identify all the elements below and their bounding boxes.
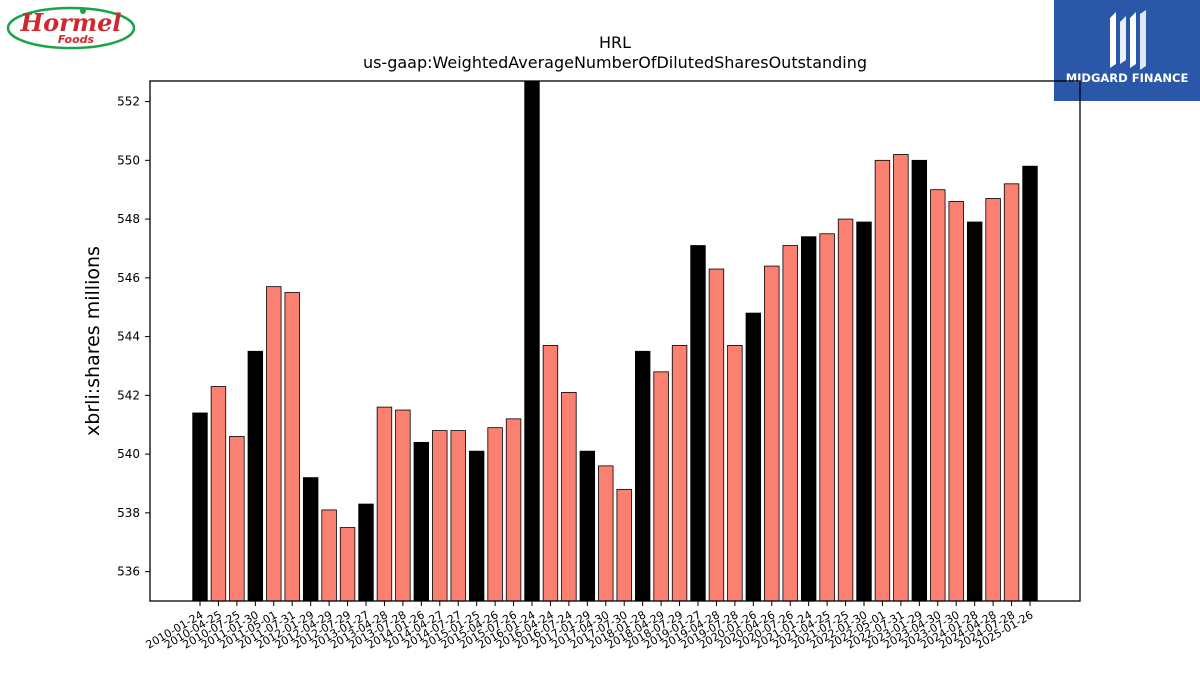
bar-2023-01-29 — [911, 159, 928, 602]
bar-2017-01-29 — [579, 450, 596, 602]
bar-2018-07-29 — [671, 345, 688, 602]
bar-2022-01-30 — [856, 221, 872, 602]
bar-2015-07-26 — [505, 418, 522, 602]
bar-2019-07-28 — [727, 345, 743, 602]
bar-2023-07-30 — [948, 201, 964, 602]
y-tick-label: 538 — [117, 506, 140, 520]
y-tick-label: 540 — [117, 447, 140, 461]
y-tick-label: 536 — [117, 565, 140, 579]
bar-2010-07-25 — [229, 436, 245, 602]
midgard-logo-graphic: MIDGARD FINANCE — [1066, 10, 1189, 85]
y-axis-label: xbrli:shares millions — [82, 246, 104, 436]
bar-2017-07-30 — [616, 488, 632, 602]
y-tick-label: 552 — [117, 95, 140, 109]
bar-2014-04-27 — [432, 430, 448, 602]
bar-2012-07-29 — [339, 527, 356, 602]
y-tick-label: 546 — [117, 271, 140, 285]
x-axis-ticks: 2010-01-242010-04-252010-07-252011-01-30… — [144, 601, 1036, 652]
y-tick-label: 550 — [117, 153, 140, 167]
bar-2020-07-26 — [782, 245, 798, 602]
bar-2015-04-26 — [487, 427, 503, 602]
chart-subtitle: us-gaap:WeightedAverageNumberOfDilutedSh… — [363, 53, 867, 72]
bar-2018-04-29 — [653, 371, 669, 602]
bar-2022-05-01 — [874, 159, 891, 602]
hormel-foods-logo: Hormel Foods — [0, 0, 140, 56]
bar-2012-01-29 — [302, 477, 319, 602]
bar-2013-01-27 — [358, 503, 374, 602]
bar-2014-01-26 — [413, 441, 430, 602]
bar-2016-04-24 — [542, 345, 559, 602]
bar-2024-07-28 — [1003, 183, 1020, 602]
bar-2021-04-25 — [819, 233, 835, 602]
bar-2011-07-31 — [284, 292, 300, 602]
bar-2024-01-28 — [966, 221, 983, 602]
bar-2020-01-26 — [745, 312, 762, 602]
hormel-logo-graphic: Hormel Foods — [6, 6, 136, 50]
bar-2020-04-26 — [764, 265, 780, 602]
bar-2024-04-28 — [985, 198, 1001, 602]
bar-2011-01-30 — [247, 350, 264, 602]
bar-2017-04-30 — [598, 465, 614, 602]
bar-2016-07-24 — [561, 392, 577, 602]
plot-frame — [149, 80, 1081, 602]
bar-2012-04-29 — [321, 509, 337, 602]
chart-title: HRL — [599, 33, 631, 52]
midgard-logo-text: MIDGARD FINANCE — [1066, 71, 1189, 85]
bar-2015-01-25 — [468, 450, 485, 602]
bar-2011-05-01 — [266, 286, 282, 602]
y-tick-label: 542 — [117, 388, 140, 402]
bar-2025-01-26 — [1022, 165, 1038, 602]
bars-group — [192, 80, 1038, 602]
bar-2023-04-30 — [930, 189, 946, 602]
bar-2013-07-28 — [395, 409, 411, 602]
bar-2013-04-28 — [376, 406, 393, 602]
svg-text:Foods: Foods — [58, 33, 95, 46]
bar-2014-07-27 — [450, 430, 466, 602]
y-tick-label: 548 — [117, 212, 140, 226]
bar-2010-04-25 — [210, 386, 227, 602]
bar-2019-04-28 — [708, 268, 725, 602]
y-axis-ticks: 536 538 540 542 544 546 548 550 552 — [117, 95, 150, 579]
bar-2021-07-25 — [837, 218, 854, 602]
bar-2021-01-24 — [800, 236, 817, 602]
bar-2018-01-28 — [634, 350, 651, 602]
bar-2019-01-27 — [690, 245, 706, 602]
midgard-finance-logo: MIDGARD FINANCE — [1054, 0, 1200, 101]
bar-2010-01-24 — [192, 412, 208, 602]
y-tick-label: 544 — [117, 330, 140, 344]
svg-text:Hormel: Hormel — [19, 8, 121, 37]
bar-2016-01-24 — [524, 80, 540, 602]
bar-2022-07-31 — [893, 154, 909, 602]
